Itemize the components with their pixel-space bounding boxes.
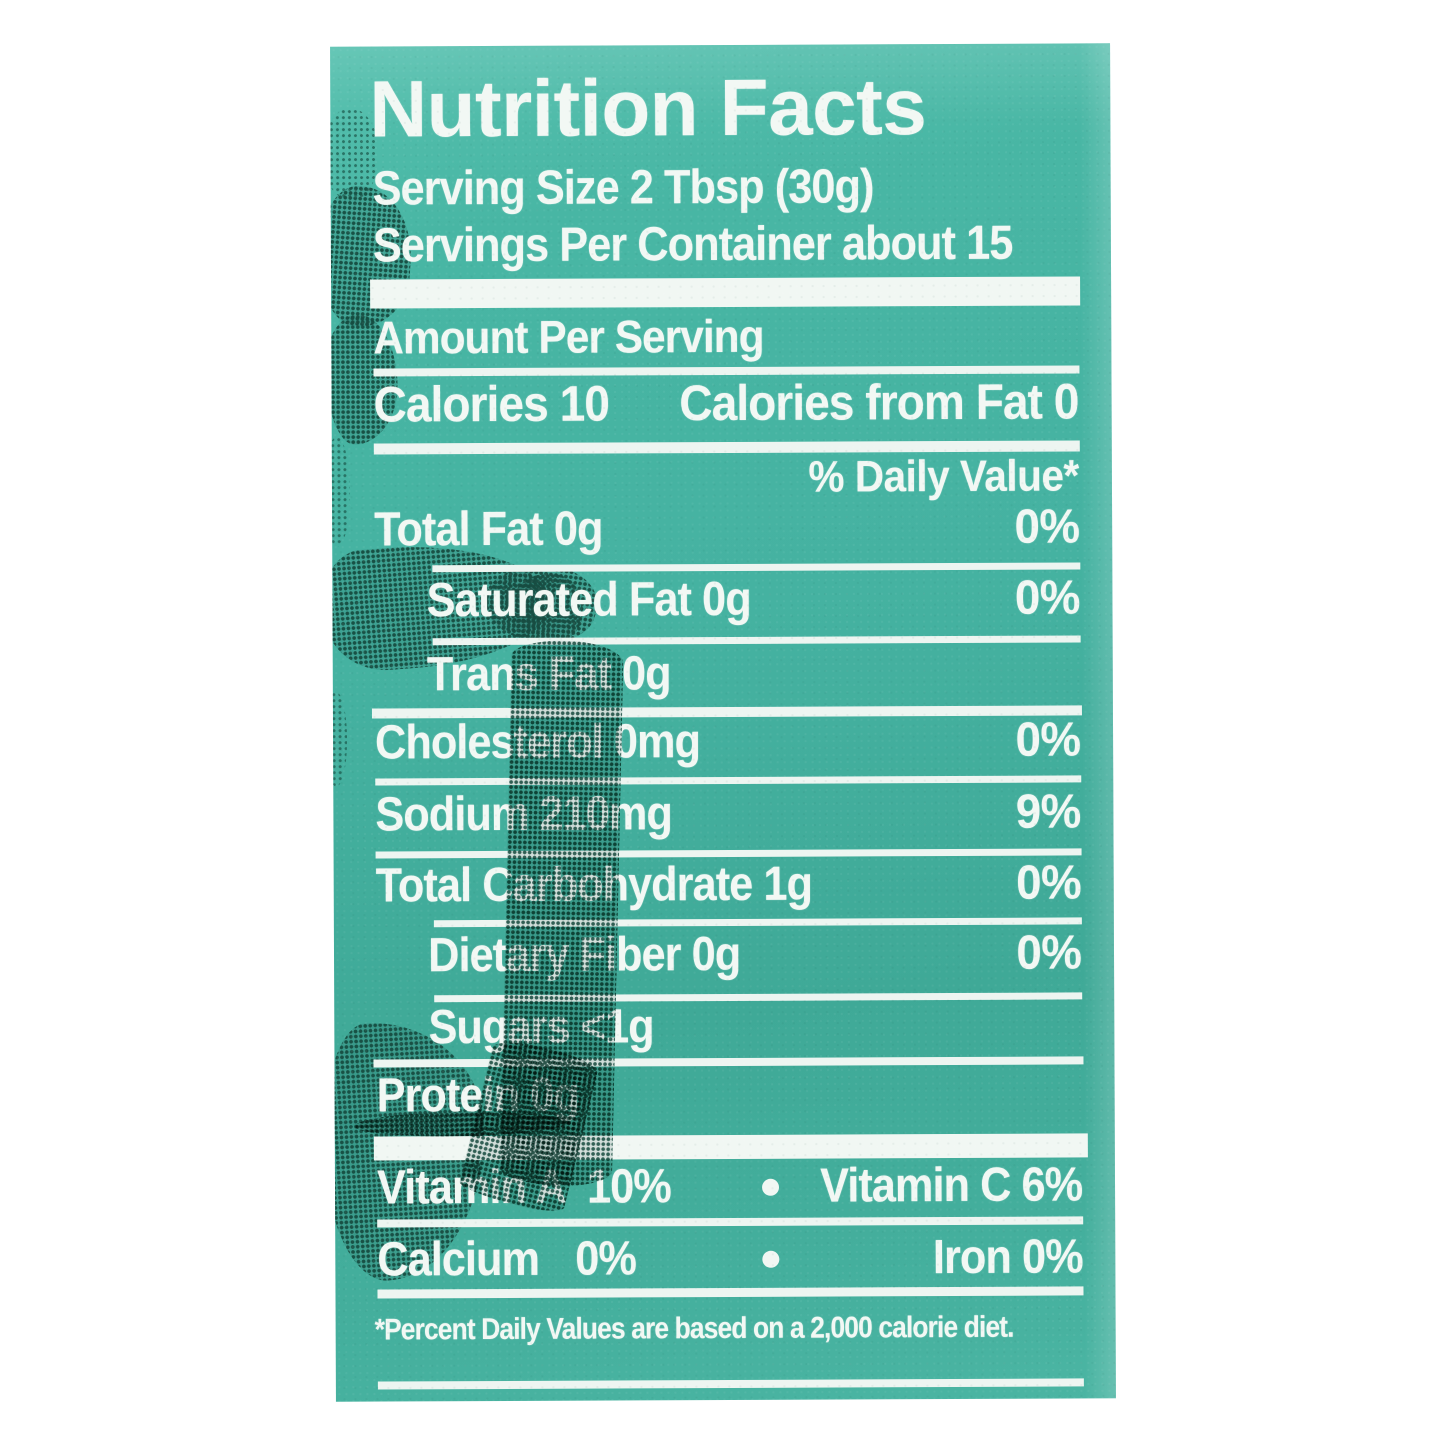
nutrient-row-total-fat: Total Fat 0g 0% bbox=[374, 500, 1080, 557]
nutrient-name: Saturated Fat 0g bbox=[426, 572, 751, 628]
servings-per-container: Servings Per Container about 15 bbox=[372, 216, 1013, 273]
serving-size: Serving Size 2 Tbsp (30g) bbox=[372, 160, 874, 216]
nutrient-row-trans-fat: Trans Fat 0g bbox=[375, 647, 1080, 701]
nutrient-row-saturated-fat: Saturated Fat 0g 0% bbox=[374, 571, 1080, 628]
nutrition-facts-label: Nutrition Facts Serving Size 2 Tbsp (30g… bbox=[330, 43, 1116, 1402]
nutrient-row-sodium: Sodium 210mg 9% bbox=[375, 785, 1081, 841]
nutrient-row-total-carbohydrate: Total Carbohydrate 1g 0% bbox=[376, 856, 1081, 912]
rule bbox=[377, 1216, 1084, 1228]
label-content: Nutrition Facts Serving Size 2 Tbsp (30g… bbox=[330, 43, 1116, 1401]
calories-from-fat: Calories from Fat 0 bbox=[679, 373, 1079, 432]
nutrient-daily-value: 0% bbox=[1015, 713, 1081, 767]
thick-separator-bar bbox=[370, 276, 1081, 309]
bullet-separator-icon bbox=[762, 1250, 780, 1268]
nutrient-daily-value: 0% bbox=[1014, 500, 1080, 554]
nutrient-row-dietary-fiber: Dietary Fiber 0g 0% bbox=[376, 926, 1082, 982]
calories-value: Calories 10 bbox=[373, 375, 610, 433]
rule bbox=[373, 1056, 1084, 1068]
amount-per-serving-heading: Amount Per Serving bbox=[373, 309, 764, 364]
calories-row: Calories 10 Calories from Fat 0 bbox=[373, 373, 1079, 433]
label-title: Nutrition Facts bbox=[369, 62, 927, 154]
micronutrient-right: Vitamin C 6% bbox=[819, 1158, 1083, 1213]
nutrient-row-cholesterol: Cholesterol 0mg 0% bbox=[375, 713, 1081, 769]
nutrient-daily-value: 0% bbox=[1015, 856, 1081, 910]
nutrient-name: Total Fat 0g bbox=[374, 502, 603, 557]
daily-values-footnote: *Percent Daily Values are based on a 2,0… bbox=[374, 1310, 1014, 1347]
rule bbox=[375, 775, 1082, 786]
micronutrient-row-minerals: Calcium 0% Iron 0% bbox=[377, 1230, 1083, 1287]
micronutrient-name: Calcium bbox=[377, 1232, 540, 1287]
daily-value-header: % Daily Value* bbox=[808, 451, 1080, 502]
rule bbox=[432, 562, 1081, 573]
nutrient-daily-value: 0% bbox=[1014, 571, 1080, 625]
nutrient-daily-value: 0% bbox=[1015, 926, 1082, 980]
bullet-separator-icon bbox=[761, 1178, 780, 1196]
nutrient-row-sugars: Sugars <1g bbox=[376, 1000, 1081, 1054]
micronutrient-right: Iron 0% bbox=[932, 1230, 1083, 1285]
rule bbox=[377, 1378, 1084, 1390]
nutrient-daily-value: 9% bbox=[1015, 785, 1081, 839]
rule bbox=[377, 1286, 1084, 1299]
micronutrient-value: 0% bbox=[575, 1232, 637, 1286]
